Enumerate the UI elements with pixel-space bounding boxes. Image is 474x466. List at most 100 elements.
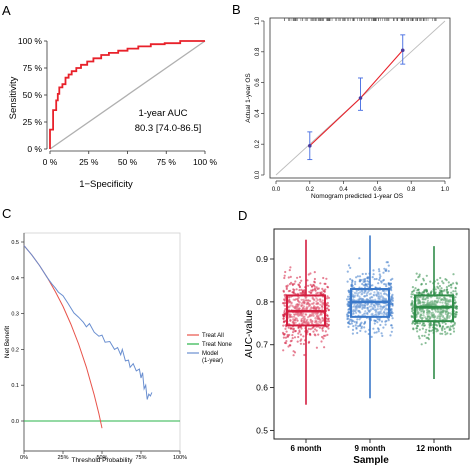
panel-d-jitter-point bbox=[440, 327, 443, 330]
panel-d-jitter-point bbox=[377, 328, 380, 331]
panel-d-jitter-point bbox=[380, 281, 383, 284]
panel-d-jitter-point bbox=[412, 311, 415, 314]
panel-a-y-tick-label: 75 % bbox=[23, 63, 43, 73]
panel-d-jitter-point bbox=[452, 290, 455, 293]
panel-d-jitter-point bbox=[322, 337, 325, 340]
panel-d-jitter-point bbox=[424, 282, 428, 286]
panel-d-jitter-point bbox=[411, 301, 414, 305]
panel-d-jitter-point bbox=[354, 324, 357, 327]
panel-d-jitter-point bbox=[292, 331, 295, 334]
panel-c-x-tick-label: 75% bbox=[135, 455, 146, 461]
panel-d-jitter-point bbox=[285, 330, 288, 333]
panel-a-axes: 0 %0 % 25 % 25 % 50 % 50 % 75 % 75 % 100 % 100 % bbox=[18, 36, 218, 167]
panel-d-jitter-point bbox=[356, 331, 359, 335]
panel-d-jitter-point bbox=[350, 322, 353, 325]
panel-d-jitter-point bbox=[318, 306, 321, 310]
panel-d-jitter-point bbox=[440, 289, 443, 292]
panel-d-jitter-point bbox=[428, 315, 431, 318]
panel-d-jitter-point bbox=[439, 313, 443, 316]
panel-d-jitter-point bbox=[284, 308, 287, 311]
panel-d-jitter-point bbox=[443, 327, 446, 330]
panel-d-jitter-point bbox=[447, 281, 450, 284]
panel-d-jitter-point bbox=[366, 306, 369, 309]
panel-d-jitter-point bbox=[298, 275, 302, 279]
panel-d-jitter-point bbox=[355, 292, 358, 295]
panel-d-jitter-point bbox=[391, 302, 394, 305]
panel-d-jitter-point bbox=[439, 318, 442, 321]
panel-d-jitter-point bbox=[383, 305, 386, 308]
panel-d-jitter-point bbox=[364, 272, 367, 275]
panel-d-jitter-point bbox=[418, 292, 421, 295]
panel-d-jitter-point bbox=[283, 333, 286, 336]
panel-d-jitter-point bbox=[352, 325, 355, 328]
panel-d-jitter-point bbox=[353, 320, 356, 323]
panel-b-rug bbox=[284, 18, 437, 21]
panel-d-jitter-point bbox=[452, 327, 455, 330]
panel-d-jitter-point bbox=[384, 320, 387, 323]
panel-d-jitter-point bbox=[301, 291, 304, 294]
panel-d-jitter-point bbox=[370, 308, 373, 311]
panel-d-jitter-point bbox=[359, 280, 362, 283]
panel-d-jitter-point bbox=[284, 342, 288, 345]
panel-d-jitter-point bbox=[416, 289, 419, 292]
panel-a-y-tick-label: 50 % bbox=[23, 90, 43, 100]
panel-d-jitter-point bbox=[282, 298, 286, 301]
panel-d-jitter-point bbox=[287, 345, 290, 348]
panel-d-y-tick-label: 0.6 bbox=[256, 383, 268, 393]
panel-c-axes: 0% 25% 50% 75% 100% 0.0 0.1 0.2 0.3 0.4 0.5 bbox=[11, 233, 187, 461]
panel-d-jitter-point bbox=[300, 338, 303, 341]
panel-d-jitter-point bbox=[433, 302, 436, 306]
panel-d-jitter-point bbox=[367, 283, 370, 286]
panel-d-jitter-point bbox=[422, 309, 425, 313]
panel-d-jitter-point bbox=[390, 324, 393, 327]
panel-d-jitter-point bbox=[379, 312, 382, 315]
panel-letter-b: B bbox=[232, 2, 241, 17]
panel-d-jitter-point bbox=[415, 279, 418, 282]
panel-d-jitter-point bbox=[368, 297, 372, 300]
panel-d-jitter-point bbox=[436, 310, 439, 313]
panel-d-jitter-point bbox=[322, 334, 326, 337]
panel-d-jitter-point bbox=[436, 278, 439, 281]
panel-d-jitter-point bbox=[361, 272, 364, 276]
panel-d-jitter-point bbox=[301, 322, 304, 325]
panel-d-jitter-point bbox=[441, 325, 445, 328]
panel-d-jitter-point bbox=[447, 312, 450, 315]
panel-d-jitter-point bbox=[436, 328, 439, 331]
panel-d-jitter-point bbox=[423, 301, 426, 304]
panel-d-auc-boxplot: 0.5 0.6 0.7 0.8 0.9 6 month 9 month 12 month Sa… bbox=[244, 228, 470, 466]
panel-d-jitter-point bbox=[302, 298, 305, 301]
panel-d-jitter-point bbox=[446, 313, 449, 316]
panel-d-jitter-point bbox=[284, 336, 287, 339]
panel-d-jitter-point bbox=[292, 320, 295, 323]
panel-b-point bbox=[308, 143, 312, 148]
panel-d-jitter-point bbox=[364, 320, 367, 323]
panel-d-jitter-point bbox=[441, 298, 444, 301]
panel-d-jitter-point bbox=[444, 333, 447, 336]
panel-d-jitter-point bbox=[354, 280, 357, 283]
panel-d-jitter-point bbox=[412, 327, 415, 330]
panel-d-jitter-point bbox=[362, 284, 365, 287]
panel-b-point bbox=[400, 48, 405, 53]
panel-d-jitter-point bbox=[372, 327, 375, 330]
panel-c-x-label: Threshold Probability bbox=[71, 457, 133, 464]
panel-d-jitter-point bbox=[373, 331, 376, 334]
panel-d-jitter-point bbox=[299, 342, 302, 345]
panel-d-jitter-point bbox=[431, 314, 434, 317]
panel-d-jitter-point bbox=[452, 330, 456, 333]
panel-d-jitter-point bbox=[422, 312, 425, 315]
panel-d-jitter-point bbox=[315, 297, 318, 300]
panel-d-jitter-point bbox=[296, 319, 299, 322]
panel-d-jitter-point bbox=[293, 313, 296, 316]
panel-d-jitter-point bbox=[425, 274, 428, 277]
panel-d-jitter-point bbox=[313, 307, 317, 310]
panel-d-jitter-point bbox=[292, 350, 295, 353]
panel-d-jitter-point bbox=[327, 320, 330, 323]
panel-b-point bbox=[358, 96, 363, 100]
panel-d-jitter-point bbox=[309, 328, 312, 331]
panel-d-jitter-point bbox=[293, 336, 297, 339]
panel-d-jitter-point bbox=[379, 292, 382, 295]
panel-d-jitter-point bbox=[303, 318, 306, 321]
panel-d-jitter-point bbox=[384, 323, 387, 326]
panel-d-jitter-point bbox=[326, 314, 329, 318]
panel-d-jitter-point bbox=[282, 349, 285, 352]
